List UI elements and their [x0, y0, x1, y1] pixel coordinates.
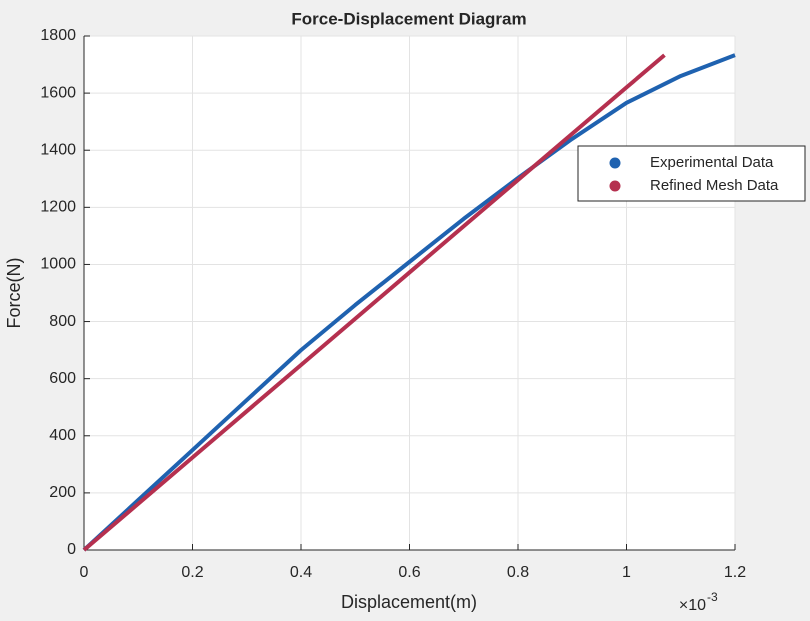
legend-marker: [609, 157, 621, 169]
y-tick-label: 200: [49, 484, 76, 501]
x-tick-label: 0.8: [507, 564, 529, 581]
legend-label: Refined Mesh Data: [650, 177, 779, 194]
y-tick-label: 1600: [40, 84, 76, 101]
x-axis-label: Displacement(m): [341, 592, 477, 612]
series-line: [82, 53, 736, 552]
y-tick-label: 1800: [40, 27, 76, 44]
legend: Experimental Data Refined Mesh Data: [577, 145, 806, 202]
legend-label: Experimental Data: [650, 154, 774, 171]
y-tick-label: 600: [49, 370, 76, 387]
x-tick-label: 0: [80, 564, 89, 581]
chart-title: Force-Displacement Diagram: [291, 9, 526, 28]
x-exponent-power: -3: [707, 590, 718, 604]
y-tick-label: 1000: [40, 256, 76, 273]
x-tick-label: 0.2: [181, 564, 203, 581]
x-exponent-base: ×10: [679, 597, 706, 614]
x-tick-label: 0.6: [398, 564, 420, 581]
y-tick-label: 400: [49, 427, 76, 444]
y-tick-label: 1200: [40, 199, 76, 216]
x-tick-label: 0.4: [290, 564, 312, 581]
y-axis-label: Force(N): [4, 258, 24, 329]
x-tick-label: 1.2: [724, 564, 746, 581]
legend-marker: [609, 180, 621, 192]
y-tick-label: 1400: [40, 141, 76, 158]
legend-box: [577, 145, 806, 202]
y-tick-label: 800: [49, 313, 76, 330]
y-tick-label: 0: [67, 541, 76, 558]
series-line: [82, 53, 666, 552]
x-tick-label: 1: [622, 564, 631, 581]
